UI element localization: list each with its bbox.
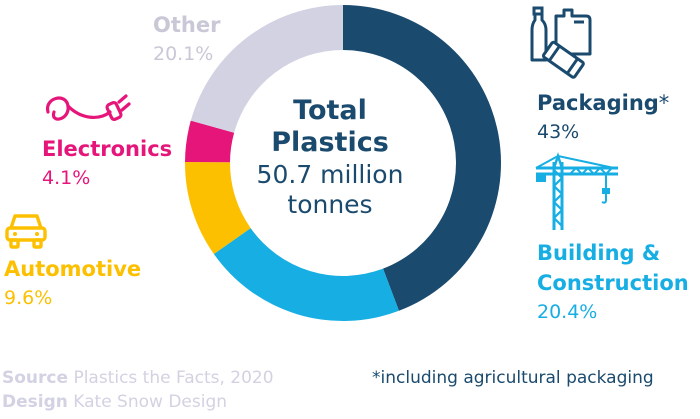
center-label: Total Plastics 50.7 million tonnes bbox=[215, 95, 445, 220]
slice-packaging bbox=[343, 4, 502, 311]
label-packaging-name: Packaging* bbox=[537, 91, 670, 115]
footer-source-key: Source bbox=[2, 368, 69, 388]
footer-design: Design Kate Snow Design bbox=[2, 392, 227, 412]
bottles-icon bbox=[530, 6, 592, 79]
footnote: *including agricultural packaging bbox=[372, 368, 654, 388]
center-amount-line2: tonnes bbox=[287, 189, 373, 219]
label-automotive-pct: 9.6% bbox=[4, 287, 53, 309]
crane-icon bbox=[535, 152, 618, 230]
footer-design-value: Kate Snow Design bbox=[73, 392, 228, 412]
slice-electronics bbox=[185, 120, 235, 163]
label-other-pct: 20.1% bbox=[153, 43, 214, 65]
slice-other bbox=[190, 5, 343, 133]
label-building-name-line2: Construction bbox=[537, 271, 689, 295]
label-building-name-line1: Building & bbox=[537, 241, 661, 265]
footer-source-value: Plastics the Facts, 2020 bbox=[73, 368, 274, 388]
label-automotive-name: Automotive bbox=[4, 257, 142, 281]
label-packaging-pct: 43% bbox=[537, 121, 580, 143]
slice-automotive bbox=[185, 161, 251, 255]
footer-source: Source Plastics the Facts, 2020 bbox=[2, 368, 274, 388]
center-title-line2: Plastics bbox=[271, 127, 389, 159]
label-electronics-name: Electronics bbox=[42, 137, 173, 161]
slice-building bbox=[213, 228, 399, 321]
center-title-line1: Total bbox=[293, 95, 367, 126]
center-amount-line1: 50.7 million bbox=[256, 159, 404, 189]
car-icon bbox=[5, 214, 47, 249]
label-other-name: Other bbox=[153, 13, 221, 37]
label-electronics-pct: 4.1% bbox=[42, 167, 91, 189]
plug-icon bbox=[46, 94, 131, 121]
label-building-pct: 20.4% bbox=[537, 301, 598, 323]
label-packaging-star: * bbox=[658, 91, 670, 115]
footer-design-key: Design bbox=[2, 392, 68, 412]
label-packaging-text: Packaging bbox=[537, 91, 659, 115]
